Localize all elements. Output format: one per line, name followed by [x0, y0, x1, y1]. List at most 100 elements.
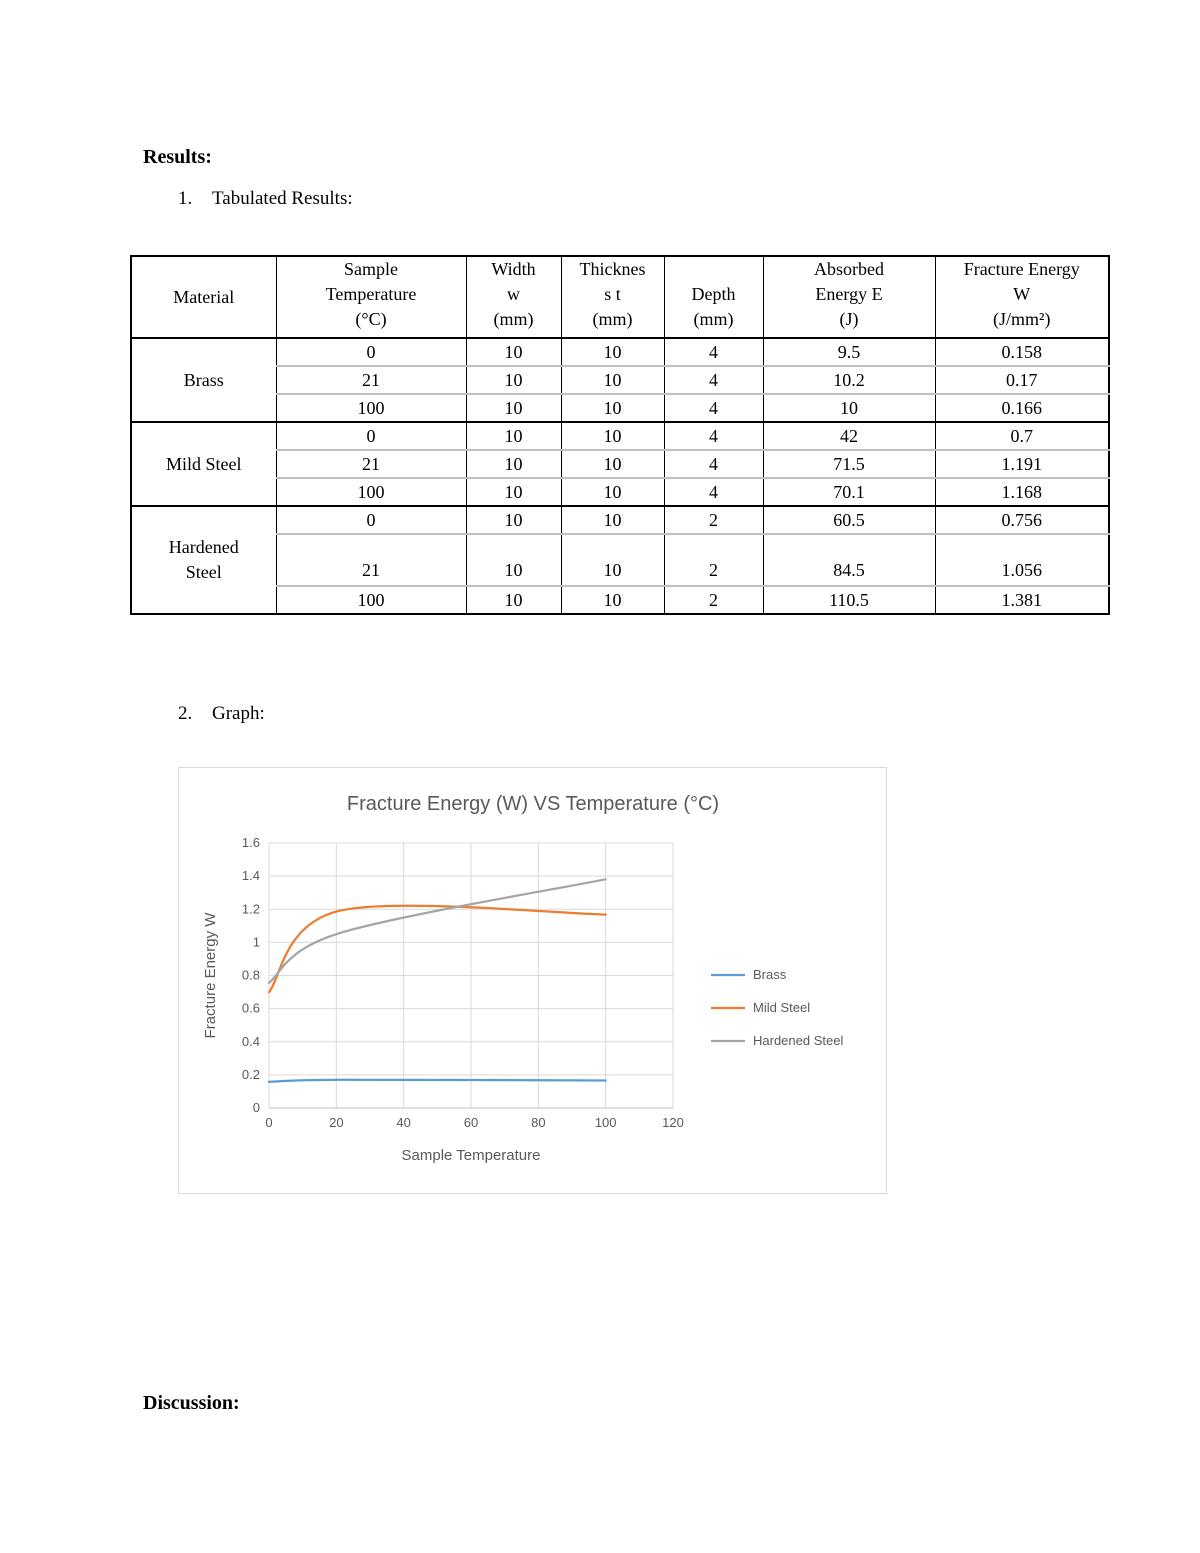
table-cell: 10: [560, 506, 665, 534]
table-cell: 0.7: [934, 422, 1110, 450]
embedded-chart-object[interactable]: 0 0.2 0.4 0.6 0.8 1 1.2 1.4 1.6 0 20 40 60 80 100 120 Br…: [178, 767, 887, 1194]
table-header-absorbed-energy: Absorbed Energy E (J): [762, 256, 936, 339]
list-number: 2.: [178, 703, 193, 724]
table-cell: 4: [663, 393, 764, 422]
table-cell: 110.5: [762, 585, 936, 614]
table-cell: 0: [275, 506, 467, 534]
table-cell: 10: [465, 393, 562, 422]
x-tick-label: 100: [595, 1115, 617, 1130]
table-cell: 10: [465, 585, 562, 614]
table-cell: 10: [560, 533, 665, 586]
table-row: 100 10 10 2 110.5 1.381: [131, 585, 1110, 614]
table-row: Brass 0 10 10 4 9.5 0.158: [130, 338, 1110, 422]
material-cell: Mild Steel: [130, 422, 277, 506]
table-cell: 10: [465, 449, 562, 478]
table-cell: 4: [663, 477, 764, 506]
table-row: 21 10 10 2 84.5 1.056: [131, 533, 1110, 586]
table-cell: 10: [560, 477, 665, 506]
y-tick-label: 0.6: [242, 1001, 260, 1016]
table-cell: 10: [560, 449, 665, 478]
results-table: Material Sample Temperature (°C) Width w (mm) T…: [130, 255, 1110, 615]
results-heading: Results:: [143, 146, 212, 168]
table-row: 21 10 10 4 71.5 1.191: [131, 449, 1110, 478]
series-line-mild-steel: [267, 904, 607, 994]
list-item-graph: 2. Graph:: [178, 703, 1200, 725]
table-cell: 10: [560, 585, 665, 614]
table-cell: 2: [663, 585, 764, 614]
table-cell: 10: [560, 393, 665, 422]
list-text: Graph:: [212, 703, 265, 724]
material-cell: Brass: [130, 338, 277, 422]
discussion-heading: Discussion:: [143, 1392, 240, 1414]
table-cell: 10.2: [762, 365, 936, 394]
list-item-tabulated-results: 1. Tabulated Results:: [178, 188, 1200, 210]
y-tick-label: 1.6: [242, 835, 260, 850]
table-cell: 10: [465, 533, 562, 586]
table-cell: 2: [663, 506, 764, 534]
table-cell: 4: [663, 422, 764, 450]
table-cell: 2: [663, 533, 764, 586]
table-cell: 0: [275, 422, 467, 450]
x-tick-label: 60: [464, 1115, 478, 1130]
table-cell: 71.5: [762, 449, 936, 478]
table-header-sample-temperature: Sample Temperature (°C): [275, 256, 467, 339]
table-cell: 10: [465, 477, 562, 506]
x-axis-title: Sample Temperature: [402, 1147, 541, 1164]
table-header-width: Width w (mm): [465, 256, 562, 339]
table-cell: 0.17: [934, 365, 1110, 394]
table-cell: 21: [275, 449, 467, 478]
legend-label: Mild Steel: [753, 1000, 810, 1015]
chart-title: Fracture Energy (W) VS Temperature (°C): [347, 793, 719, 815]
x-tick-label: 0: [265, 1115, 272, 1130]
y-axis-title: Fracture Energy W: [202, 912, 219, 1039]
table-cell: 4: [663, 338, 764, 366]
legend-label: Hardened Steel: [753, 1033, 843, 1048]
table-row: Mild Steel 0 10 10 4 42 0.7: [130, 422, 1110, 506]
table-header-row: Material Sample Temperature (°C) Width w (mm) T…: [130, 256, 1110, 339]
material-group: Mild Steel 0 10 10 4 42 0.7 21 10 10 4 71.5 1.191 100…: [130, 422, 1110, 506]
x-tick-label: 20: [329, 1115, 343, 1130]
table-cell: 4: [663, 365, 764, 394]
table-cell: 21: [275, 365, 467, 394]
x-tick-label: 80: [531, 1115, 545, 1130]
series-line-brass: [267, 1078, 607, 1083]
table-row: 21 10 10 4 10.2 0.17: [131, 365, 1110, 394]
table-cell: 0: [275, 338, 467, 366]
list-number: 1.: [178, 188, 193, 209]
y-tick-label: 0.2: [242, 1067, 260, 1082]
fracture-energy-vs-temperature-chart: 0 0.2 0.4 0.6 0.8 1 1.2 1.4 1.6 0 20 40 60 80 100 120 Br…: [202, 793, 843, 1164]
table-row: 100 10 10 4 10 0.166: [131, 393, 1110, 422]
table-cell: 60.5: [762, 506, 936, 534]
table-cell: 10: [465, 365, 562, 394]
table-cell: 42: [762, 422, 936, 450]
table-header-material: Material: [130, 256, 277, 339]
table-cell: 1.381: [934, 585, 1110, 614]
table-cell: 1.168: [934, 477, 1110, 506]
material-group: Hardened Steel 0 10 10 2 60.5 0.756 21 10 10 2 84.5…: [130, 506, 1110, 614]
y-tick-label: 0.8: [242, 968, 260, 983]
table-cell: 1.056: [934, 533, 1110, 586]
table-cell: 21: [275, 533, 467, 586]
table-header-depth: Depth (mm): [663, 256, 764, 339]
table-cell: 1.191: [934, 449, 1110, 478]
table-cell: 10: [465, 422, 562, 450]
material-cell: Hardened Steel: [130, 506, 277, 614]
table-cell: 10: [465, 338, 562, 366]
table-cell: 4: [663, 449, 764, 478]
table-cell: 0.158: [934, 338, 1110, 366]
table-cell: 10: [560, 338, 665, 366]
y-tick-label: 0.4: [242, 1034, 260, 1049]
list-text: Tabulated Results:: [212, 188, 353, 209]
table-cell: 100: [275, 585, 467, 614]
series-line-hardened-steel: [267, 878, 607, 984]
y-tick-label: 1.4: [242, 868, 260, 883]
table-cell: 0.166: [934, 393, 1110, 422]
table-row: Hardened Steel 0 10 10 2 60.5 0.756: [130, 506, 1110, 614]
table-header-fracture-energy: Fracture Energy W (J/mm²): [934, 256, 1110, 339]
table-cell: 10: [560, 422, 665, 450]
y-tick-label: 0: [253, 1100, 260, 1115]
legend-label: Brass: [753, 967, 787, 982]
y-tick-label: 1.2: [242, 901, 260, 916]
y-tick-label: 1: [253, 934, 260, 949]
